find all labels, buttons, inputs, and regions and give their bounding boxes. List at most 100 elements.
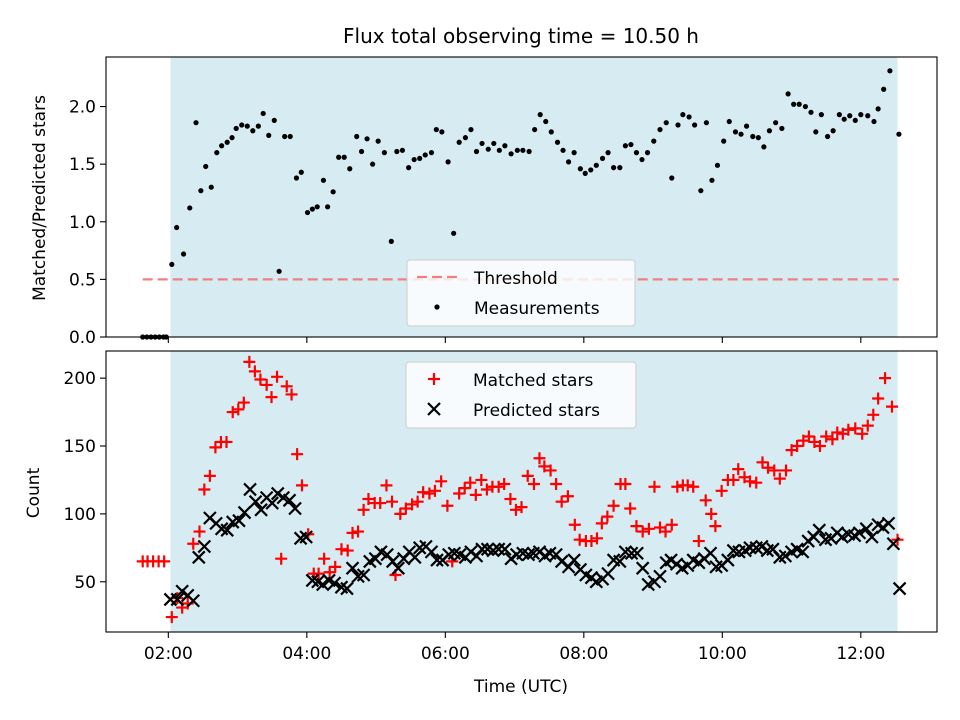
bottom-y-axis-label: Count bbox=[24, 467, 44, 518]
measurement-point bbox=[364, 136, 370, 142]
matched-stars-point bbox=[867, 408, 880, 421]
matched-stars-point bbox=[158, 555, 171, 568]
matched-stars-point bbox=[435, 475, 448, 488]
matched-stars-point bbox=[826, 433, 839, 446]
matched-stars-point bbox=[849, 422, 862, 435]
measurement-point bbox=[394, 148, 400, 155]
measurement-point bbox=[657, 126, 663, 133]
measurement-point bbox=[818, 112, 824, 118]
matched-stars-point bbox=[341, 544, 354, 557]
measurement-point bbox=[411, 156, 417, 163]
measurement-point bbox=[198, 188, 204, 194]
x-axis-label: Time (UTC) bbox=[473, 677, 568, 697]
matched-stars-point bbox=[681, 479, 694, 492]
measurement-point bbox=[871, 118, 877, 125]
matched-stars-point bbox=[585, 535, 598, 548]
predicted-stars-point bbox=[192, 550, 206, 565]
measurement-point bbox=[193, 120, 199, 126]
top-legend-box bbox=[406, 259, 636, 327]
matched-stars-point bbox=[265, 391, 278, 404]
matched-stars-point bbox=[671, 480, 684, 493]
predicted-stars-point bbox=[852, 526, 867, 540]
top-y-axis-label: Matched/Predicted stars bbox=[30, 95, 50, 301]
bottom-axes-frame bbox=[105, 350, 938, 633]
matched-stars-point bbox=[226, 406, 239, 419]
matched-stars-point bbox=[561, 490, 574, 503]
measurement-point bbox=[187, 205, 193, 211]
measurement-point bbox=[802, 103, 809, 110]
measurement-point bbox=[174, 224, 180, 231]
predicted-stars-point bbox=[886, 536, 901, 551]
matched-stars-point bbox=[203, 469, 216, 482]
measurement-point bbox=[813, 129, 819, 135]
measurement-point bbox=[208, 184, 214, 190]
matched-stars-point bbox=[271, 370, 284, 383]
matched-stars-point bbox=[791, 440, 804, 453]
measurement-point bbox=[406, 165, 412, 171]
matched-stars-point bbox=[709, 520, 722, 533]
measurement-point bbox=[543, 118, 549, 125]
matched-stars-point bbox=[521, 469, 534, 482]
measurement-point bbox=[239, 122, 245, 128]
predicted-stars-point bbox=[498, 542, 512, 556]
measurement-point bbox=[896, 131, 902, 137]
predicted-stars-point bbox=[521, 547, 536, 562]
measurement-point bbox=[565, 159, 572, 165]
predicted-stars-point bbox=[865, 530, 879, 544]
matched-stars-point bbox=[329, 560, 342, 573]
predicted-stars-point bbox=[567, 553, 581, 567]
measurement-point bbox=[255, 123, 261, 129]
measurement-point bbox=[250, 128, 256, 134]
x-tick-label: 10:00 bbox=[698, 644, 747, 664]
matched-stars-point bbox=[515, 501, 528, 514]
matched-stars-point bbox=[861, 419, 874, 432]
matched-stars-point bbox=[312, 567, 325, 580]
measurement-point bbox=[341, 154, 347, 160]
predicted-stars-point bbox=[881, 516, 896, 531]
matched-stars-point bbox=[187, 537, 200, 550]
chart-title: Flux total observing time = 10.50 h bbox=[343, 24, 699, 48]
measurement-point bbox=[808, 109, 814, 115]
matched-stars-point bbox=[323, 566, 336, 579]
measurement-point bbox=[229, 135, 235, 141]
predicted-stars-point bbox=[299, 530, 313, 544]
measurement-point bbox=[785, 91, 791, 97]
legend-matched-label: Matched stars bbox=[473, 371, 593, 391]
matched-stars-point bbox=[318, 552, 331, 565]
measurement-point bbox=[847, 113, 853, 119]
measurement-point bbox=[526, 148, 532, 155]
matched-stars-point bbox=[248, 365, 261, 378]
matched-stars-point bbox=[555, 495, 568, 508]
predicted-stars-point bbox=[721, 553, 735, 567]
measurement-point bbox=[617, 165, 623, 171]
matched-stars-point bbox=[705, 507, 718, 520]
matched-stars-point bbox=[285, 388, 298, 401]
matched-stars-point bbox=[475, 473, 488, 486]
matched-stars-point bbox=[193, 525, 206, 538]
matched-stars-point bbox=[243, 355, 256, 368]
measurement-point bbox=[358, 148, 365, 155]
predicted-stars-point bbox=[356, 568, 371, 582]
matched-stars-point bbox=[254, 373, 267, 386]
predicted-stars-point bbox=[282, 493, 297, 508]
matched-stars-point bbox=[687, 480, 700, 493]
measurement-point bbox=[582, 170, 588, 176]
bottom-legend-box bbox=[405, 361, 637, 429]
matched-stars-point bbox=[715, 484, 728, 497]
measurement-point bbox=[755, 135, 761, 141]
x-axis: 02:00 04:00 06:00 08:00 10:00 12:00 bbox=[144, 632, 885, 664]
measurement-point bbox=[639, 156, 645, 163]
measurement-point bbox=[824, 133, 831, 140]
measurement-point bbox=[836, 112, 842, 118]
matched-stars-point bbox=[509, 503, 522, 516]
measurement-point bbox=[738, 131, 744, 137]
matched-stars-point bbox=[744, 475, 757, 488]
measurement-point bbox=[766, 128, 773, 134]
measurement-point bbox=[796, 101, 802, 107]
x-tick-label: 02:00 bbox=[144, 644, 193, 664]
measurement-point bbox=[709, 177, 715, 183]
measurement-point bbox=[791, 101, 797, 107]
matched-stars-point bbox=[648, 480, 661, 493]
predicted-stars-point bbox=[778, 549, 793, 563]
